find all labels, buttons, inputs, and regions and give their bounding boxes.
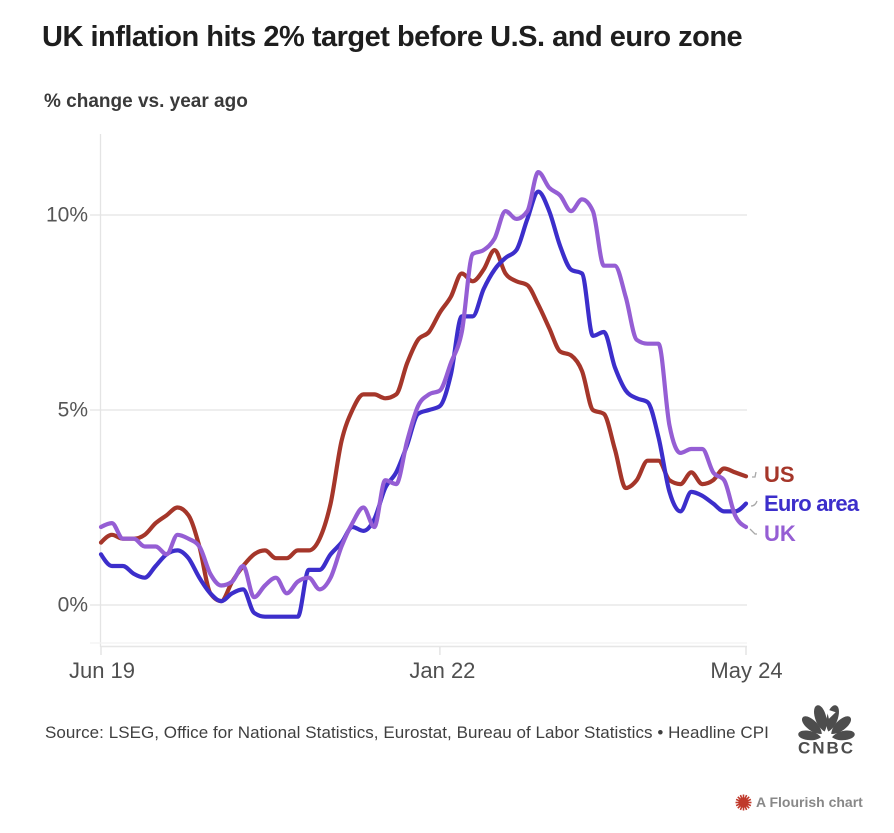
svg-text:A Flourish chart: A Flourish chart [756, 794, 863, 810]
svg-text:CNBC: CNBC [798, 739, 855, 758]
svg-text:US: US [764, 462, 795, 487]
svg-text:10%: 10% [46, 204, 88, 227]
svg-text:5%: 5% [58, 399, 88, 422]
svg-text:May 24: May 24 [710, 658, 782, 683]
svg-text:Jun 19: Jun 19 [69, 658, 135, 683]
svg-text:Jan 22: Jan 22 [409, 658, 475, 683]
svg-text:0%: 0% [58, 594, 88, 617]
svg-text:UK: UK [764, 521, 796, 546]
svg-text:Euro area: Euro area [764, 491, 860, 516]
